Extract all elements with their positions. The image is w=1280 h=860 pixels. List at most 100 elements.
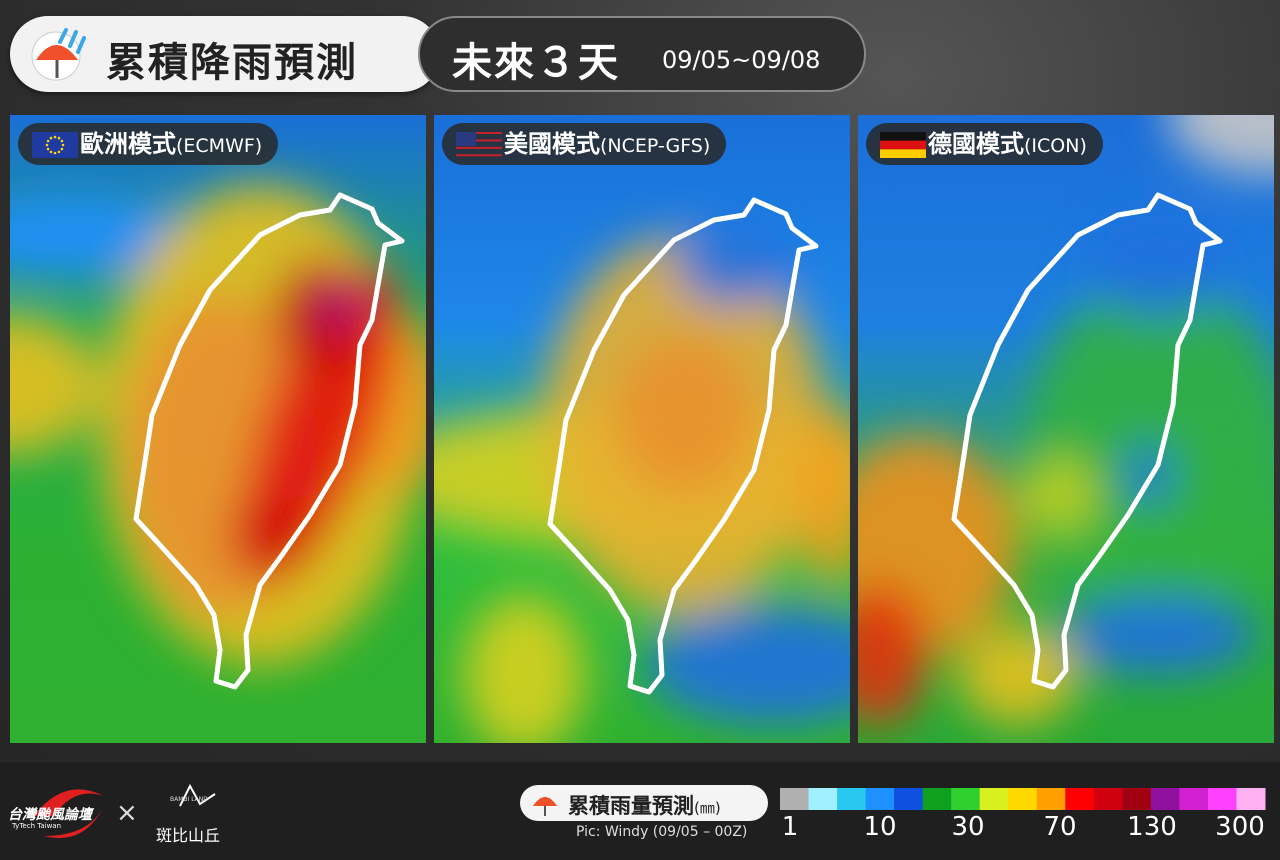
legend-unit: (㎜) bbox=[694, 799, 721, 817]
flag-star bbox=[49, 150, 53, 154]
rain-map bbox=[434, 115, 850, 743]
period: 未來３天 bbox=[452, 40, 620, 86]
rain-blob bbox=[958, 625, 1078, 725]
brand-en: TyTech Taiwan bbox=[12, 822, 62, 830]
flag-star bbox=[57, 136, 61, 140]
scale-tick-label: 1 bbox=[781, 812, 799, 842]
color-scale bbox=[780, 788, 1266, 810]
legend-title: 累積雨量預測 bbox=[568, 794, 694, 818]
rain-icon bbox=[31, 28, 86, 81]
partner-en: BAMBI LAND bbox=[170, 796, 208, 803]
model-tag: 歐洲模式(ECMWF) bbox=[18, 123, 279, 165]
rain-blob bbox=[10, 315, 100, 455]
brand-logo bbox=[34, 789, 104, 838]
title: 累積降雨預測 bbox=[106, 40, 358, 86]
map-panel: 歐洲模式(ECMWF) bbox=[10, 115, 426, 743]
flag-star bbox=[61, 143, 65, 147]
rain-blob bbox=[1028, 275, 1274, 615]
legend-swatch bbox=[1065, 788, 1095, 810]
scale-tick-label: 70 bbox=[1043, 812, 1077, 842]
model-name: 德國模式 bbox=[928, 130, 1024, 158]
flag-band bbox=[880, 149, 926, 158]
rain-blob bbox=[674, 225, 794, 305]
flag-band bbox=[880, 140, 926, 150]
cross: × bbox=[116, 798, 138, 828]
rain-blob bbox=[464, 595, 584, 743]
flag-band bbox=[880, 132, 926, 141]
model-tag: 美國模式(NCEP-GFS) bbox=[442, 123, 727, 165]
scale-tick-label: 10 bbox=[863, 812, 897, 842]
rain-blob bbox=[614, 335, 754, 495]
rain-blob bbox=[230, 495, 310, 575]
flag-canton bbox=[456, 132, 476, 146]
legend-swatch bbox=[1093, 788, 1123, 810]
legend-swatch bbox=[1207, 788, 1237, 810]
scale-tick-label: 30 bbox=[951, 812, 985, 842]
title-pill: 累積降雨預測 bbox=[10, 16, 440, 92]
model-name: 歐洲模式 bbox=[80, 130, 176, 158]
rain-blobs bbox=[858, 115, 1274, 725]
legend-swatch bbox=[808, 788, 838, 810]
flag-stripe bbox=[456, 132, 502, 134]
island-outline bbox=[547, 197, 819, 695]
dates: 09/05~09/08 bbox=[662, 46, 821, 74]
flag-star bbox=[57, 150, 61, 154]
flag-star bbox=[60, 139, 64, 143]
footer: 台灣颱風論壇 TyTech Taiwan × BAMBI LAND 斑比山丘 累… bbox=[0, 762, 1280, 860]
legend-swatch bbox=[951, 788, 981, 810]
legend-swatch bbox=[837, 788, 867, 810]
rain-blob bbox=[858, 585, 928, 725]
brand: 台灣颱風論壇 bbox=[8, 807, 92, 823]
rain-blob bbox=[320, 289, 360, 321]
flag bbox=[32, 132, 78, 158]
rain-blob bbox=[275, 260, 365, 370]
scale-tick-label: 300 bbox=[1215, 812, 1265, 842]
rain-blobs bbox=[10, 185, 426, 665]
flag-star bbox=[46, 147, 50, 151]
legend-swatch bbox=[1150, 788, 1180, 810]
rain-blobs bbox=[434, 225, 850, 743]
rain-blob bbox=[1123, 445, 1173, 505]
scale-tick-label: 130 bbox=[1127, 812, 1177, 842]
model-code: (ECMWF) bbox=[176, 135, 263, 157]
rain-blob bbox=[1168, 115, 1274, 175]
map-panel: 美國模式(NCEP-GFS) bbox=[434, 115, 850, 743]
flag-star bbox=[49, 136, 53, 140]
flag-stripe bbox=[456, 146, 502, 149]
legend-swatch bbox=[1179, 788, 1209, 810]
island-outline bbox=[133, 192, 405, 690]
legend-swatch bbox=[780, 788, 810, 810]
flag-star bbox=[53, 151, 57, 155]
rain-map bbox=[858, 115, 1274, 743]
legend-swatch bbox=[1236, 788, 1266, 810]
legend-swatch bbox=[979, 788, 1009, 810]
rain-blob bbox=[10, 195, 190, 275]
source: Pic: Windy (09/05 – 00Z) bbox=[576, 824, 748, 840]
period-pill: 未來３天 09/05~09/08 bbox=[418, 16, 866, 92]
flag-star bbox=[45, 143, 49, 147]
legend-swatch bbox=[1008, 788, 1038, 810]
partner: 斑比山丘 bbox=[156, 826, 221, 845]
map-panel: 德國模式(ICON) bbox=[858, 115, 1274, 743]
flag bbox=[880, 132, 926, 158]
legend-swatch bbox=[894, 788, 924, 810]
legend-swatch bbox=[1036, 788, 1066, 810]
rain-map bbox=[10, 115, 426, 743]
flag-star bbox=[46, 139, 50, 143]
flag-stripe bbox=[456, 154, 502, 157]
legend-swatch bbox=[865, 788, 895, 810]
legend-swatch bbox=[922, 788, 952, 810]
model-name: 美國模式 bbox=[504, 130, 600, 158]
rain-blob bbox=[1018, 455, 1098, 535]
model-code: (ICON) bbox=[1024, 135, 1087, 157]
flag-star bbox=[53, 135, 57, 139]
flag-star bbox=[60, 147, 64, 151]
island-outline bbox=[951, 192, 1223, 690]
rain-blob bbox=[1058, 595, 1258, 675]
flag-stripe bbox=[456, 139, 502, 142]
model-tag: 德國模式(ICON) bbox=[866, 123, 1103, 165]
model-code: (NCEP-GFS) bbox=[600, 135, 711, 157]
rain-blob bbox=[644, 605, 850, 725]
legend-pill: 累積雨量預測(㎜) bbox=[520, 785, 768, 821]
